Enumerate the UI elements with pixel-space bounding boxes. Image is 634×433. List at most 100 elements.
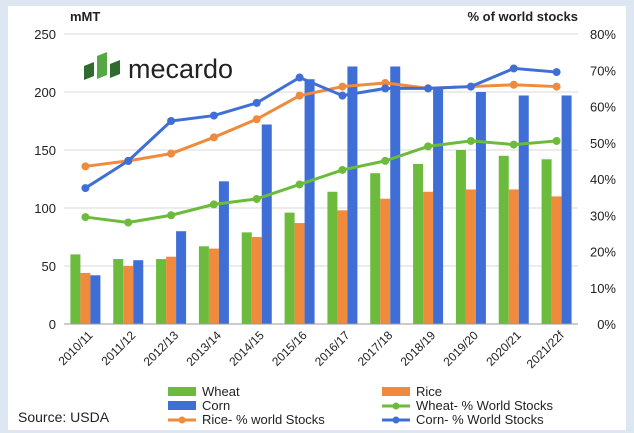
line-rice-world-stocks-point-4	[252, 115, 261, 124]
line-rice-world-stocks	[85, 81, 557, 168]
bar-corn-3	[218, 181, 229, 324]
right-tick-label: 40%	[590, 172, 616, 187]
bar-corn-2	[176, 231, 187, 324]
right-tick-label: 70%	[590, 63, 616, 78]
line-wheat-world-stocks-point-11	[552, 136, 561, 145]
bar-wheat-0	[70, 254, 81, 324]
bar-wheat-11	[541, 159, 552, 324]
bar-rice-3	[208, 248, 219, 324]
right-tick-label: 10%	[590, 281, 616, 296]
legend-corn-world-stocks: Corn- % World Stocks	[382, 412, 544, 427]
legend-swatch	[382, 387, 410, 396]
line-corn-world-stocks-point-8	[424, 84, 433, 93]
bar-corn-7	[390, 66, 401, 324]
mecardo-logo: mecardo	[84, 52, 233, 84]
legend-label: Wheat	[202, 384, 240, 399]
legend-rice-world-stocks: Rice- % world Stocks	[168, 412, 325, 427]
line-rice-world-stocks-point-3	[209, 133, 218, 142]
left-tick-label: 200	[34, 85, 56, 100]
line-wheat-world-stocks-point-4	[252, 194, 261, 203]
bar-corn-10	[518, 95, 529, 324]
legend: Wheat Rice Corn Wheat- % World Stocks Rice- …	[168, 384, 554, 427]
line-wheat-world-stocks-point-9	[466, 136, 475, 145]
legend-wheat-world-stocks: Wheat- % World Stocks	[382, 398, 554, 413]
line-corn-world-stocks-point-4	[252, 98, 261, 107]
bar-wheat-9	[455, 150, 466, 324]
line-corn-world-stocks-point-3	[209, 111, 218, 120]
line-corn-world-stocks-point-11	[552, 68, 561, 77]
left-tick-label: 50	[42, 259, 56, 274]
bar-corn-4	[261, 124, 272, 324]
left-tick-label: 0	[49, 317, 56, 332]
bar-wheat-6	[327, 191, 338, 324]
line-wheat-world-stocks-point-1	[124, 218, 133, 227]
right-tick-label: 60%	[590, 100, 616, 115]
logo-mark-icon	[84, 52, 120, 80]
line-corn-world-stocks-point-1	[124, 156, 133, 165]
legend-rice: Rice	[382, 384, 442, 399]
bar-corn-9	[475, 92, 486, 324]
bar-rice-11	[551, 196, 562, 324]
line-wheat-world-stocks-point-10	[509, 140, 518, 149]
right-tick-label: 30%	[590, 208, 616, 223]
bar-wheat-8	[413, 163, 424, 324]
right-tick-label: 80%	[590, 27, 616, 42]
line-rice-world-stocks-point-6	[338, 82, 347, 91]
left-axis-ticks: 0 50 100 150 200 250	[34, 27, 56, 332]
bar-series-group	[70, 66, 572, 325]
bar-corn-5	[304, 79, 315, 325]
bar-rice-1	[123, 266, 134, 324]
line-corn-world-stocks-point-10	[509, 64, 518, 73]
bar-corn-6	[347, 66, 358, 324]
legend-swatch	[168, 401, 196, 410]
line-wheat-world-stocks-point-7	[381, 156, 390, 165]
source-label: Source: USDA	[18, 409, 110, 425]
line-rice-world-stocks-point-5	[295, 91, 304, 100]
bar-rice-6	[337, 210, 348, 324]
bar-wheat-7	[370, 173, 381, 324]
bar-wheat-4	[241, 232, 252, 324]
legend-wheat: Wheat	[168, 384, 240, 399]
bar-corn-1	[133, 260, 144, 324]
bar-wheat-1	[113, 259, 124, 324]
bar-wheat-5	[284, 212, 295, 324]
bar-corn-0	[90, 275, 101, 324]
bar-wheat-3	[198, 246, 209, 324]
line-wheat-world-stocks-point-8	[424, 142, 433, 151]
line-corn-world-stocks-point-0	[81, 184, 90, 193]
right-axis-unit: % of world stocks	[467, 9, 578, 24]
line-series-group	[81, 64, 561, 227]
right-tick-label: 20%	[590, 245, 616, 260]
left-axis-unit: mMT	[70, 9, 100, 24]
legend-label: Corn- % World Stocks	[416, 412, 544, 427]
line-wheat-world-stocks-point-3	[209, 200, 218, 209]
bar-rice-0	[80, 272, 91, 324]
line-rice-world-stocks-point-0	[81, 162, 90, 171]
logo-text: mecardo	[128, 54, 233, 84]
line-corn-world-stocks-point-5	[295, 73, 304, 82]
line-rice-world-stocks-point-10	[509, 80, 518, 89]
bar-rice-10	[508, 189, 519, 324]
right-axis-ticks: 0% 10% 20% 30% 40% 50% 60% 70% 80%	[590, 27, 616, 332]
left-tick-label: 100	[34, 201, 56, 216]
line-corn-world-stocks-point-2	[167, 117, 176, 125]
bar-rice-4	[251, 237, 262, 324]
legend-marker	[178, 416, 186, 424]
line-wheat-world-stocks-point-5	[295, 180, 304, 189]
line-corn-world-stocks	[84, 66, 557, 190]
line-rice-world-stocks-point-2	[167, 149, 176, 158]
line-corn-world-stocks-point-7	[381, 84, 390, 93]
legend-marker	[392, 402, 400, 410]
line-corn-world-stocks-point-6	[338, 91, 347, 100]
bar-corn-11	[561, 95, 572, 324]
line-wheat-world-stocks-point-6	[338, 165, 347, 174]
legend-label: Rice	[416, 384, 442, 399]
left-tick-label: 150	[34, 143, 56, 158]
bar-rice-2	[166, 256, 177, 324]
right-tick-label: 50%	[590, 136, 616, 151]
bar-rice-8	[423, 191, 434, 324]
line-corn-world-stocks-point-9	[466, 82, 475, 91]
line-rice-world-stocks-point-11	[552, 82, 561, 91]
